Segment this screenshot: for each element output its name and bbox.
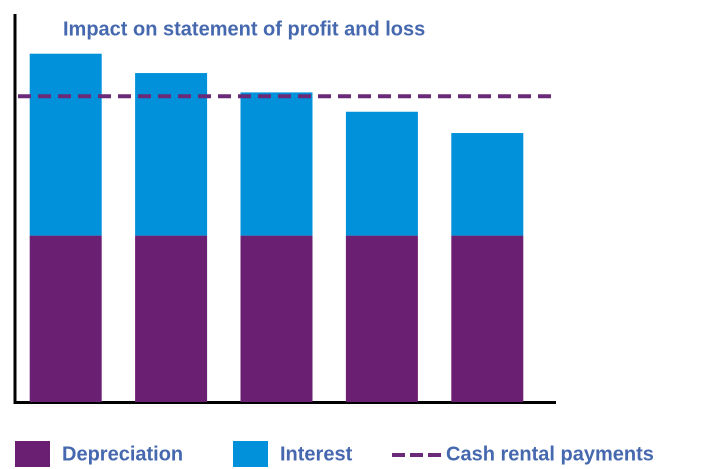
legend-label: Interest — [280, 443, 353, 465]
bar-segment — [135, 73, 208, 236]
bar-segment — [29, 53, 102, 236]
legend-label: Depreciation — [62, 443, 183, 465]
legend-swatch — [233, 441, 268, 467]
bar-segment — [345, 111, 418, 236]
legend-swatch — [15, 441, 50, 467]
bar-segment — [240, 235, 313, 402]
bar-segment — [345, 235, 418, 402]
bar-segment — [451, 133, 524, 236]
bar-segment — [29, 235, 102, 402]
chart-title: Impact on statement of profit and loss — [63, 18, 425, 40]
bar-segment — [135, 235, 208, 402]
legend-label: Cash rental payments — [446, 443, 654, 465]
bar-segment — [240, 92, 313, 236]
bar-segment — [451, 235, 524, 402]
